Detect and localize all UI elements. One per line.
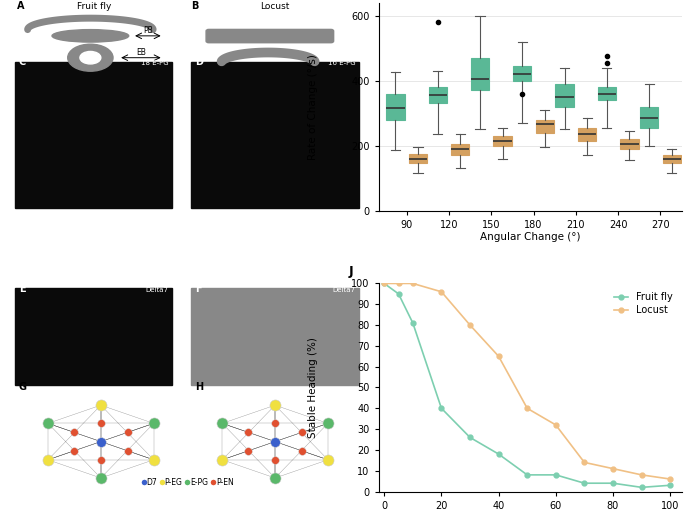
Fruit fly — [409, 320, 417, 326]
Text: Fruit fly: Fruit fly — [77, 2, 111, 11]
PathPatch shape — [598, 87, 616, 100]
Text: Delta7: Delta7 — [146, 287, 169, 293]
Text: G: G — [19, 381, 27, 392]
Legend: Fruit fly, Locust: Fruit fly, Locust — [610, 288, 677, 319]
Locust — [395, 281, 403, 287]
Locust — [380, 281, 388, 287]
FancyBboxPatch shape — [206, 29, 334, 42]
Fruit fly — [495, 451, 503, 457]
Text: EB: EB — [136, 48, 146, 57]
PathPatch shape — [451, 144, 469, 155]
Bar — [16, 288, 173, 386]
PathPatch shape — [493, 136, 512, 145]
Locust — [437, 289, 445, 295]
PathPatch shape — [471, 58, 489, 90]
Locust — [551, 422, 560, 428]
Fruit fly — [609, 480, 617, 486]
PathPatch shape — [429, 87, 447, 103]
Fruit fly — [437, 405, 445, 411]
Bar — [191, 288, 359, 386]
Fruit fly — [551, 472, 560, 478]
Text: F: F — [195, 284, 201, 294]
X-axis label: Angular Change (°): Angular Change (°) — [479, 232, 580, 243]
Text: 18 E-PG: 18 E-PG — [141, 60, 169, 66]
Fruit fly — [638, 484, 646, 490]
Fruit fly — [395, 291, 403, 297]
Y-axis label: Stable Heading (%): Stable Heading (%) — [308, 337, 318, 438]
Legend: D7, P-EG, E-PG, P-EN: D7, P-EG, E-PG, P-EN — [139, 475, 236, 490]
PathPatch shape — [409, 154, 427, 163]
PathPatch shape — [556, 84, 574, 106]
Locust — [666, 476, 674, 482]
Fruit fly — [580, 480, 588, 486]
Locust — [523, 405, 532, 411]
Bar — [191, 62, 359, 207]
Locust — [495, 353, 503, 359]
Text: D: D — [195, 57, 203, 67]
Text: A: A — [16, 1, 24, 11]
Text: J: J — [348, 265, 353, 278]
Locust — [580, 459, 588, 465]
Text: H: H — [195, 381, 203, 392]
PathPatch shape — [640, 106, 658, 127]
Circle shape — [68, 44, 113, 71]
Locust — [609, 465, 617, 472]
PathPatch shape — [536, 120, 554, 133]
Line: Locust: Locust — [382, 281, 673, 481]
PathPatch shape — [620, 139, 638, 149]
Fruit fly — [666, 482, 674, 488]
Bar — [16, 62, 173, 207]
Locust — [409, 281, 417, 287]
Text: 16 E-PG: 16 E-PG — [327, 60, 356, 66]
PathPatch shape — [578, 127, 597, 141]
Locust — [466, 322, 474, 328]
Ellipse shape — [52, 30, 129, 42]
Text: Locust: Locust — [260, 2, 290, 11]
Text: C: C — [19, 57, 26, 67]
Locust — [638, 472, 646, 478]
Text: E: E — [19, 284, 25, 294]
Fruit fly — [466, 434, 474, 440]
PathPatch shape — [513, 66, 532, 80]
PathPatch shape — [662, 155, 681, 163]
Fruit fly — [380, 281, 388, 287]
Y-axis label: Rate of Change (°/s): Rate of Change (°/s) — [308, 54, 318, 160]
Text: Delta7: Delta7 — [332, 287, 356, 293]
Circle shape — [80, 52, 101, 64]
Line: Fruit fly: Fruit fly — [382, 281, 673, 490]
Text: B: B — [191, 1, 199, 11]
PathPatch shape — [386, 94, 405, 120]
Fruit fly — [523, 472, 532, 478]
Text: PB: PB — [144, 26, 153, 35]
